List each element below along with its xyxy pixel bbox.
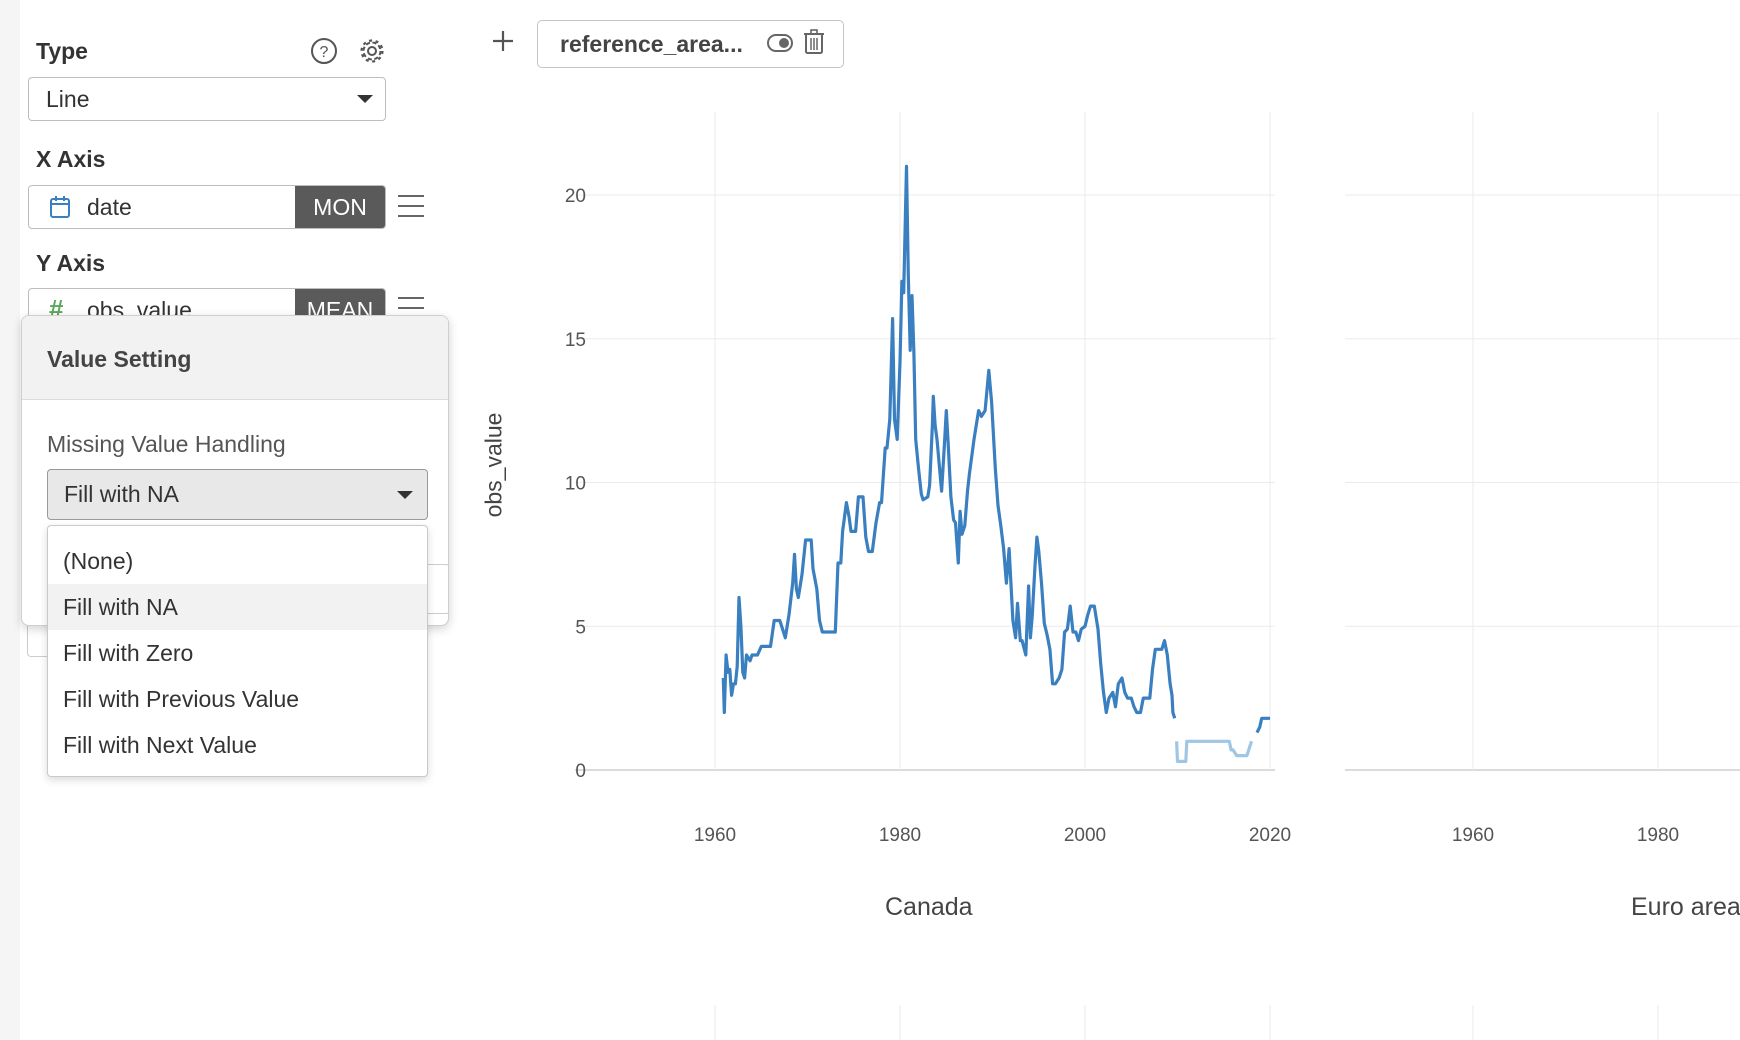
popover-header <box>22 316 448 400</box>
toggle-icon[interactable] <box>767 34 793 52</box>
gear-icon[interactable] <box>357 36 387 66</box>
hidden-field-edge <box>27 620 48 657</box>
y-tick-label: 10 <box>565 474 586 495</box>
missing-value-options: (None) Fill with NA Fill with Zero Fill … <box>47 525 428 777</box>
x-menu-icon[interactable] <box>398 195 424 217</box>
x-tick-label: 1980 <box>1637 825 1679 846</box>
y-tick-label: 15 <box>565 330 586 351</box>
x-tick-label: 1980 <box>879 825 921 846</box>
x-tick-label: 1960 <box>694 825 736 846</box>
series-line <box>721 164 1177 719</box>
option-fill-na[interactable]: Fill with NA <box>48 584 427 630</box>
y-tick-label: 5 <box>575 617 586 638</box>
x-tick-label: 2000 <box>1064 825 1106 846</box>
line-chart: 1960 1980 2000 2020 0 5 10 15 20 1960 1980 <box>565 112 1740 1040</box>
facet-label-canada: Canada <box>885 893 973 921</box>
missing-value-select[interactable]: Fill with NA <box>47 469 428 520</box>
y-axis-label: Y Axis <box>36 250 106 276</box>
missing-value-selected: Fill with NA <box>64 481 180 507</box>
x-axis-field[interactable]: date MON <box>28 185 386 229</box>
option-none[interactable]: (None) <box>63 548 134 574</box>
x-axis-label: X Axis <box>36 146 106 172</box>
option-fill-previous[interactable]: Fill with Previous Value <box>63 686 300 712</box>
popover-title: Value Setting <box>47 346 192 372</box>
option-fill-next[interactable]: Fill with Next Value <box>63 732 257 758</box>
chevron-down-icon <box>357 95 373 103</box>
y-tick-label: 20 <box>565 186 586 207</box>
missing-value-label: Missing Value Handling <box>47 431 286 457</box>
type-label: Type <box>36 38 88 64</box>
chip-label: reference_area... <box>560 31 743 57</box>
help-icon[interactable]: ? <box>309 36 339 66</box>
left-gutter <box>0 0 20 1040</box>
svg-text:?: ? <box>320 44 329 61</box>
series-line-filled-na <box>1175 739 1254 764</box>
chart-type-value: Line <box>46 85 90 112</box>
x-field-name: date <box>87 194 132 220</box>
x-aggregation-button[interactable]: MON <box>295 186 385 228</box>
option-fill-zero[interactable]: Fill with Zero <box>63 640 194 666</box>
trash-icon[interactable] <box>803 29 825 60</box>
calendar-icon <box>49 195 71 225</box>
chart-type-select[interactable]: Line <box>28 77 386 121</box>
chevron-down-icon <box>397 490 413 499</box>
y-axis-title: obs_value <box>480 412 507 518</box>
plus-icon[interactable] <box>488 26 518 56</box>
facet-label-euro-area: Euro area <box>1631 893 1740 921</box>
x-tick-label: 1960 <box>1452 825 1494 846</box>
x-tick-label: 2020 <box>1249 825 1291 846</box>
color-by-chip[interactable]: reference_area... <box>537 20 844 68</box>
y-tick-label: 0 <box>575 761 586 782</box>
series-line <box>1255 716 1270 734</box>
